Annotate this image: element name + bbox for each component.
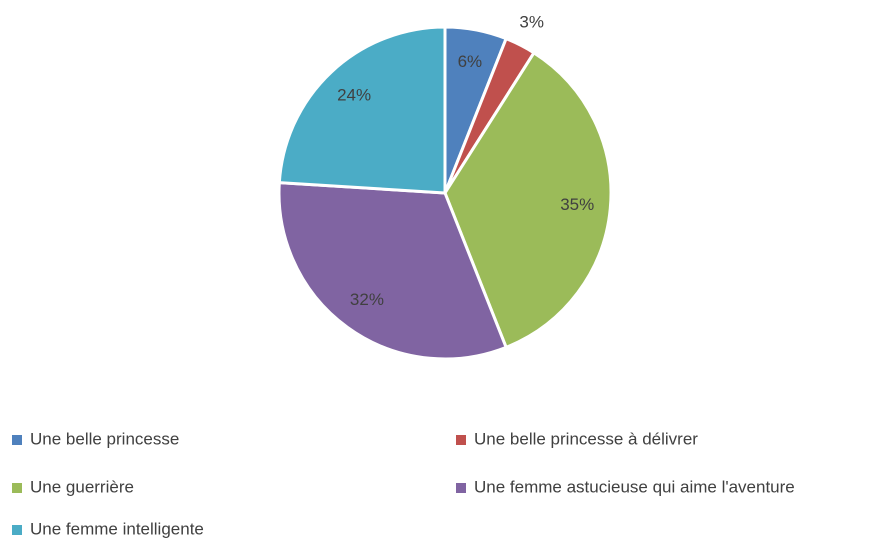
pie-slice — [277, 25, 447, 195]
legend-swatch — [12, 435, 22, 445]
data-label: 32% — [350, 290, 384, 309]
legend-label: Une guerrière — [30, 477, 134, 496]
data-label: 24% — [337, 86, 371, 105]
data-label: 3% — [519, 12, 544, 31]
legend-label: Une femme astucieuse qui aime l'aventure — [474, 477, 795, 496]
pie-slice — [277, 181, 508, 361]
legend-swatch — [12, 483, 22, 493]
legend-label: Une femme intelligente — [30, 519, 204, 538]
legend-swatch — [456, 435, 466, 445]
legend-label: Une belle princesse à délivrer — [474, 429, 698, 448]
data-label: 35% — [560, 195, 594, 214]
legend-swatch — [456, 483, 466, 493]
pie-slice — [443, 51, 613, 349]
legend-label: Une belle princesse — [30, 429, 179, 448]
legend-swatch — [12, 525, 22, 535]
data-label: 6% — [458, 52, 483, 71]
